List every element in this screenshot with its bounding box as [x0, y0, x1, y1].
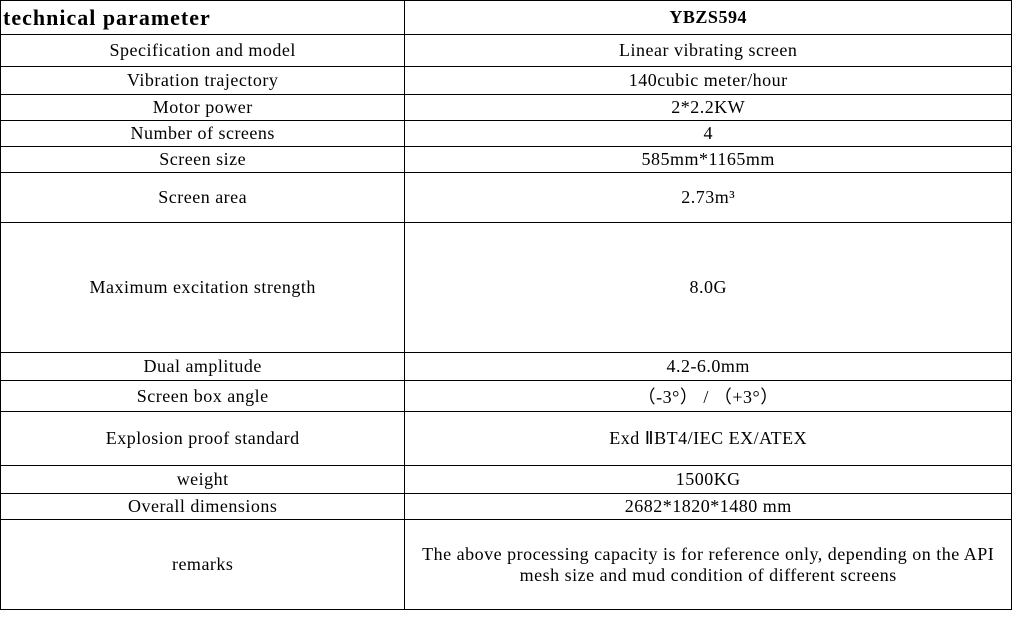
- row-value: 4.2-6.0mm: [405, 353, 1012, 381]
- table-row: Explosion proof standardExd ⅡBT4/IEC EX/…: [1, 412, 1012, 466]
- row-value: 2.73m³: [405, 173, 1012, 223]
- row-value: 8.0G: [405, 223, 1012, 353]
- row-value: Exd ⅡBT4/IEC EX/ATEX: [405, 412, 1012, 466]
- table-row: Screen box angle（-3°） / （+3°）: [1, 381, 1012, 412]
- row-label: Screen area: [1, 173, 405, 223]
- table-row: Vibration trajectory140cubic meter/hour: [1, 67, 1012, 95]
- row-label: remarks: [1, 520, 405, 610]
- row-label: Motor power: [1, 95, 405, 121]
- row-label: Specification and model: [1, 35, 405, 67]
- header-label: technical parameter: [1, 1, 405, 35]
- table-row: Specification and modelLinear vibrating …: [1, 35, 1012, 67]
- table-row: Screen area2.73m³: [1, 173, 1012, 223]
- row-label: weight: [1, 466, 405, 494]
- table-row: remarksThe above processing capacity is …: [1, 520, 1012, 610]
- spec-table: technical parameter YBZS594 Specificatio…: [0, 0, 1012, 610]
- row-value: 2*2.2KW: [405, 95, 1012, 121]
- table-row: Overall dimensions2682*1820*1480 mm: [1, 494, 1012, 520]
- row-label: Overall dimensions: [1, 494, 405, 520]
- table-header-row: technical parameter YBZS594: [1, 1, 1012, 35]
- row-label: Screen box angle: [1, 381, 405, 412]
- row-label: Explosion proof standard: [1, 412, 405, 466]
- table-body: Specification and modelLinear vibrating …: [1, 35, 1012, 610]
- table-row: Motor power2*2.2KW: [1, 95, 1012, 121]
- row-value: 585mm*1165mm: [405, 147, 1012, 173]
- row-value: 2682*1820*1480 mm: [405, 494, 1012, 520]
- row-value: Linear vibrating screen: [405, 35, 1012, 67]
- header-value: YBZS594: [405, 1, 1012, 35]
- row-value: （-3°） / （+3°）: [405, 381, 1012, 412]
- row-value: 140cubic meter/hour: [405, 67, 1012, 95]
- table-row: Maximum excitation strength8.0G: [1, 223, 1012, 353]
- table-row: weight1500KG: [1, 466, 1012, 494]
- row-label: Number of screens: [1, 121, 405, 147]
- row-label: Maximum excitation strength: [1, 223, 405, 353]
- row-value: 1500KG: [405, 466, 1012, 494]
- table-row: Screen size585mm*1165mm: [1, 147, 1012, 173]
- row-value: The above processing capacity is for ref…: [405, 520, 1012, 610]
- row-label: Vibration trajectory: [1, 67, 405, 95]
- table-row: Number of screens4: [1, 121, 1012, 147]
- row-value: 4: [405, 121, 1012, 147]
- table-row: Dual amplitude4.2-6.0mm: [1, 353, 1012, 381]
- row-label: Dual amplitude: [1, 353, 405, 381]
- row-label: Screen size: [1, 147, 405, 173]
